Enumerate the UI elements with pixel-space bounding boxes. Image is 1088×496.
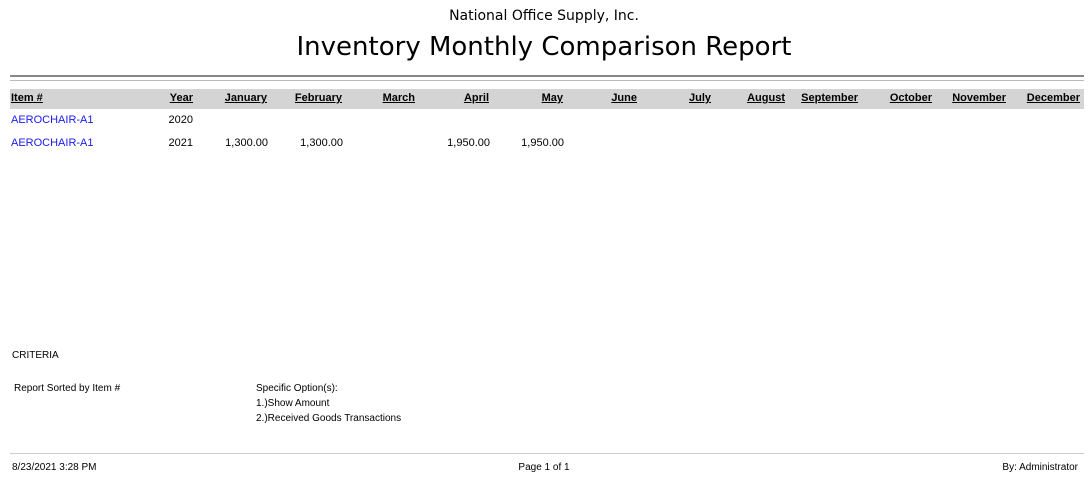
amount-cell: 1,300.00 xyxy=(225,137,268,149)
sort-criteria: Report Sorted by Item # xyxy=(14,383,121,394)
column-header-item[interactable]: Item # xyxy=(11,92,43,104)
report-title: Inventory Monthly Comparison Report xyxy=(296,32,792,62)
page-number: Page 1 of 1 xyxy=(518,462,570,473)
option-item: 2.)Received Goods Transactions xyxy=(256,413,402,424)
column-header-year[interactable]: Year xyxy=(169,92,193,104)
item-link[interactable]: AEROCHAIR-A1 xyxy=(11,114,94,126)
column-header-august[interactable]: August xyxy=(747,92,785,104)
options-label: Specific Option(s): xyxy=(256,383,338,394)
print-datetime: 8/23/2021 3:28 PM xyxy=(12,462,97,473)
column-header-october[interactable]: October xyxy=(889,92,932,104)
item-link[interactable]: AEROCHAIR-A1 xyxy=(11,137,94,149)
footer-divider xyxy=(10,453,1084,454)
column-header-april[interactable]: April xyxy=(463,92,489,104)
column-header-march[interactable]: March xyxy=(382,92,415,104)
amount-cell: 1,950.00 xyxy=(447,137,490,149)
year-cell: 2020 xyxy=(168,114,193,126)
column-header-january[interactable]: January xyxy=(224,92,267,104)
column-header-may[interactable]: May xyxy=(541,92,563,104)
year-cell: 2021 xyxy=(168,137,193,149)
table-header-band xyxy=(10,89,1084,109)
amount-cell: 1,300.00 xyxy=(300,137,343,149)
criteria-label: CRITERIA xyxy=(12,350,59,361)
column-header-june[interactable]: June xyxy=(611,92,637,104)
divider xyxy=(10,75,1084,77)
option-item: 1.)Show Amount xyxy=(256,398,330,409)
printed-by: By: Administrator xyxy=(1002,462,1078,473)
column-header-december[interactable]: December xyxy=(1026,92,1080,104)
column-header-july[interactable]: July xyxy=(688,92,711,104)
company-name: National Office Supply, Inc. xyxy=(449,8,639,24)
divider xyxy=(10,80,1084,81)
column-header-february[interactable]: February xyxy=(294,92,342,104)
column-header-september[interactable]: September xyxy=(801,92,858,104)
amount-cell: 1,950.00 xyxy=(521,137,564,149)
column-header-november[interactable]: November xyxy=(952,92,1006,104)
